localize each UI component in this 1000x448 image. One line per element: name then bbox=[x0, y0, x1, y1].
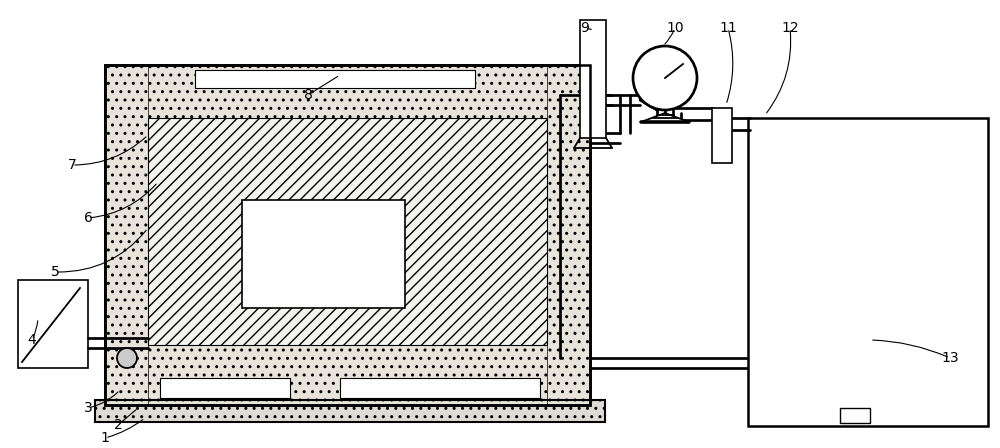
Text: 10: 10 bbox=[666, 21, 684, 35]
Polygon shape bbox=[641, 113, 689, 122]
Bar bbox=[547, 65, 590, 405]
Circle shape bbox=[117, 348, 137, 368]
Bar bbox=[18, 280, 88, 368]
Text: 4: 4 bbox=[28, 333, 36, 347]
Bar bbox=[95, 400, 605, 422]
Bar bbox=[195, 70, 475, 88]
Bar bbox=[340, 378, 540, 398]
Text: 9: 9 bbox=[581, 21, 589, 35]
Text: 5: 5 bbox=[51, 265, 59, 279]
Text: 2: 2 bbox=[114, 418, 122, 432]
Text: 13: 13 bbox=[941, 351, 959, 365]
Text: 12: 12 bbox=[781, 21, 799, 35]
Text: 3: 3 bbox=[84, 401, 92, 415]
Bar bbox=[105, 345, 590, 405]
Bar bbox=[242, 200, 405, 308]
Bar bbox=[105, 65, 590, 405]
Text: 1: 1 bbox=[101, 431, 109, 445]
Bar bbox=[95, 400, 605, 422]
Bar bbox=[748, 118, 988, 426]
Bar bbox=[105, 65, 590, 405]
Bar bbox=[148, 118, 547, 345]
Bar bbox=[105, 65, 590, 118]
Text: 6: 6 bbox=[84, 211, 92, 225]
Bar bbox=[580, 20, 606, 138]
Bar bbox=[840, 408, 870, 423]
Text: 7: 7 bbox=[68, 158, 76, 172]
Bar bbox=[105, 65, 590, 405]
Bar bbox=[160, 378, 290, 398]
Text: 8: 8 bbox=[304, 88, 312, 102]
Bar bbox=[105, 65, 148, 405]
Circle shape bbox=[633, 46, 697, 110]
Bar bbox=[712, 108, 732, 163]
Text: 11: 11 bbox=[719, 21, 737, 35]
